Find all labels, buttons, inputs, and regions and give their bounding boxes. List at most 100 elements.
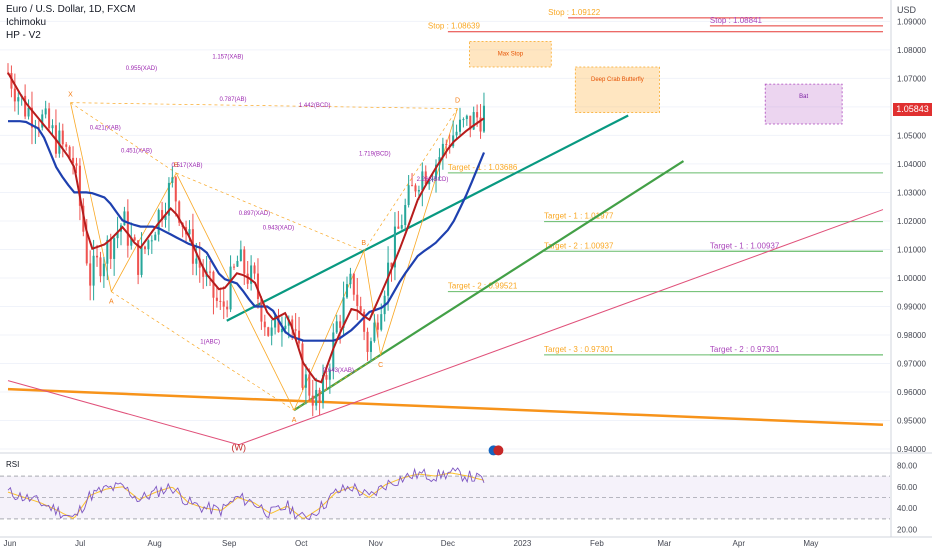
- harmonic-pattern: [70, 102, 458, 411]
- target-label: Target - 2 : 1.00937: [544, 241, 614, 250]
- candle-body: [174, 177, 177, 202]
- candle-body: [256, 273, 259, 299]
- candle-body: [109, 239, 112, 259]
- candle-body: [404, 205, 407, 226]
- candle-body: [345, 284, 349, 298]
- candle-body: [236, 261, 239, 267]
- pivot-label: B: [174, 162, 179, 169]
- candle-body: [308, 374, 311, 396]
- candle-body: [188, 229, 191, 235]
- stop-label: Stop : 1.08639: [428, 22, 481, 31]
- pivot-label: B: [361, 240, 366, 247]
- candle-body: [219, 300, 222, 302]
- zone-label: Deep Crab Butterfly: [591, 77, 644, 83]
- candle-body: [99, 257, 102, 277]
- pivot-label: X: [68, 92, 73, 99]
- time-tick-label: Feb: [590, 539, 604, 548]
- candle-body: [123, 211, 126, 226]
- candle-body: [229, 266, 232, 310]
- candle-body: [41, 114, 44, 128]
- candle-body: [301, 343, 304, 388]
- candle-body: [417, 190, 420, 192]
- price-tick-label: 1.09000: [897, 17, 926, 26]
- candle-body: [24, 95, 27, 117]
- trendline: [293, 160, 685, 412]
- price-tick-label: 0.96000: [897, 388, 926, 397]
- candle-body: [147, 240, 150, 250]
- candle-body: [294, 329, 297, 331]
- candle-body: [380, 314, 383, 330]
- pattern-leg: [175, 172, 295, 411]
- candle-body: [96, 255, 99, 258]
- fib-ratio-label: 1.157(XAB): [212, 54, 243, 60]
- price-tick-label: 1.05000: [897, 131, 926, 140]
- candle-body: [161, 210, 164, 220]
- symbol-title[interactable]: Euro / U.S. Dollar, 1D, FXCM: [6, 4, 136, 15]
- candle-body: [226, 306, 229, 310]
- candle-body: [390, 262, 393, 268]
- candle-body: [78, 165, 81, 206]
- candle-body: [280, 328, 283, 333]
- pivot-label: D: [455, 98, 460, 105]
- candle-body: [328, 370, 331, 380]
- fib-ratio-label: 2.266(BCD): [417, 177, 449, 183]
- target-label: Target - 3 : 0.97301: [544, 345, 614, 354]
- candle-body: [178, 201, 181, 223]
- candle-body: [48, 108, 51, 129]
- candle-body: [298, 330, 301, 344]
- price-tick-label: 0.97000: [897, 359, 926, 368]
- candle-body: [369, 341, 372, 352]
- candle-body: [411, 185, 414, 187]
- candle-body: [462, 119, 465, 121]
- candle-body: [414, 185, 417, 192]
- rsi-tick-label: 80.00: [897, 461, 918, 470]
- time-tick-label: Mar: [657, 539, 671, 548]
- candle-body: [137, 240, 140, 275]
- candle-body: [126, 211, 129, 246]
- time-tick-label: Jul: [75, 539, 85, 548]
- candle-body: [445, 143, 448, 146]
- rsi-tick-label: 20.00: [897, 526, 918, 535]
- candle-body: [325, 374, 328, 380]
- candle-body: [202, 267, 205, 277]
- candle-body: [407, 185, 410, 206]
- candle-body: [335, 321, 338, 333]
- candle-body: [359, 306, 362, 312]
- candle-body: [400, 225, 403, 229]
- candle-body: [315, 389, 318, 406]
- hp-v2-legend[interactable]: HP - V2: [6, 30, 41, 41]
- time-tick-label: 2023: [514, 539, 532, 548]
- target-label: Target - 1 : 1.03686: [448, 163, 518, 172]
- candle-body: [164, 215, 167, 220]
- price-tick-label: 1.01000: [897, 245, 926, 254]
- rsi-pane: [0, 467, 890, 521]
- fib-ratio-label: 0.787(AB): [220, 97, 247, 103]
- pattern-ratio-line: [363, 108, 458, 252]
- fib-ratio-label: 1.719(BCD): [359, 151, 391, 157]
- candle-body: [260, 298, 263, 322]
- price-tick-label: 1.08000: [897, 46, 926, 55]
- candle-body: [167, 182, 170, 216]
- fib-ratio-label: 0.943(XAD): [263, 226, 294, 232]
- time-tick-label: Jun: [4, 539, 17, 548]
- candle-body: [373, 322, 376, 342]
- ichimoku-legend[interactable]: Ichimoku: [6, 17, 47, 28]
- candle-body: [291, 319, 294, 330]
- candle-body: [452, 135, 455, 147]
- price-tick-label: 0.99000: [897, 302, 926, 311]
- tenkan-sen-line: [7, 72, 485, 384]
- candle-body: [250, 265, 253, 284]
- price-tick-label: 0.95000: [897, 416, 926, 425]
- pattern-ratio-line: [293, 354, 381, 411]
- price-tick-label: 1.00000: [897, 274, 926, 283]
- current-price-tag: 1.05843: [893, 103, 932, 116]
- candle-body: [441, 143, 444, 158]
- candle-body: [352, 273, 355, 295]
- candle-body: [116, 231, 119, 239]
- candle-body: [253, 265, 256, 274]
- candle-body: [198, 258, 201, 268]
- trendline: [7, 387, 884, 427]
- candle-body: [195, 258, 198, 264]
- prz-zone: [469, 40, 552, 68]
